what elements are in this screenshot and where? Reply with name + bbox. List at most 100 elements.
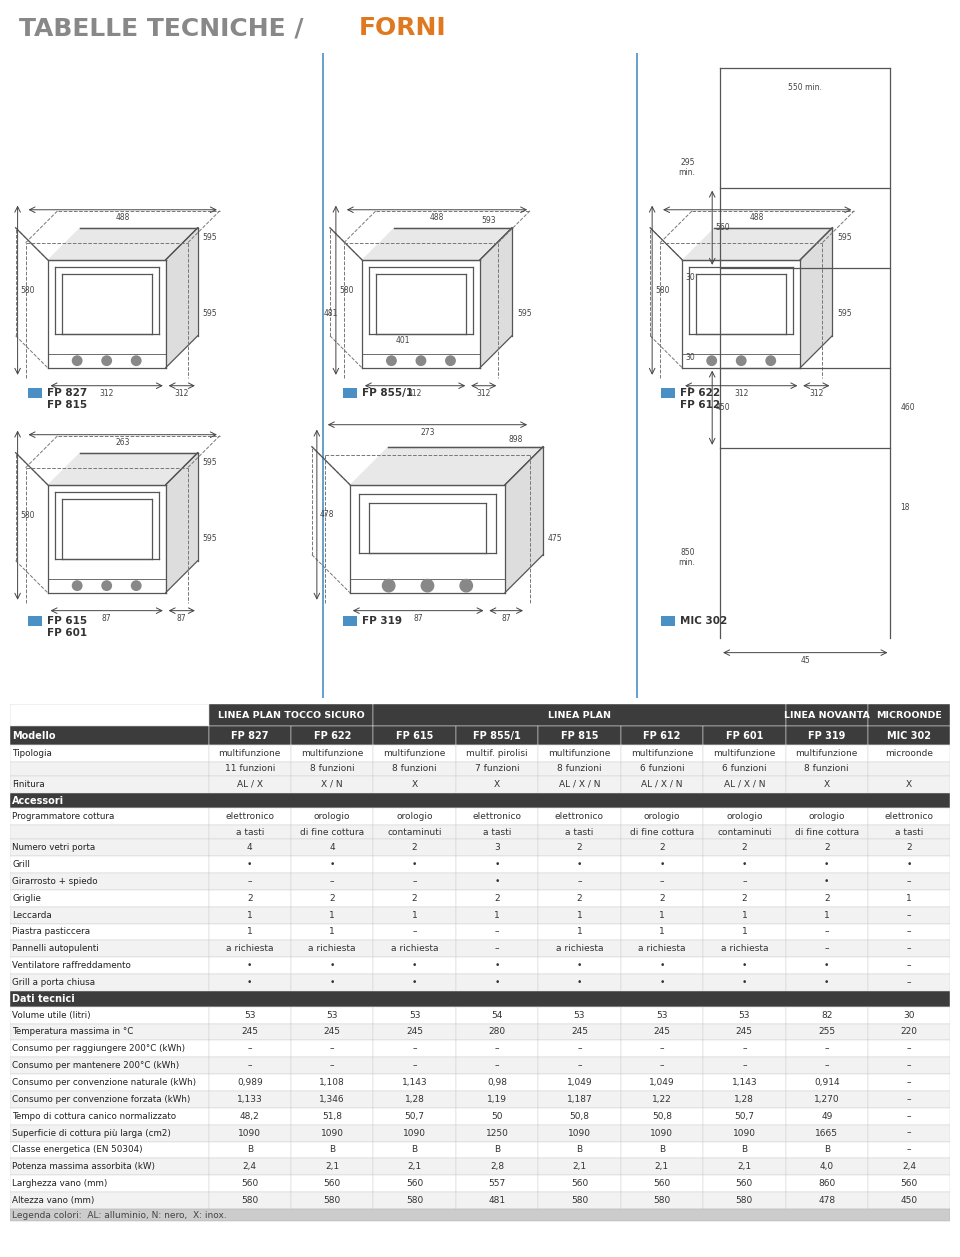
Bar bbox=[703, 1175, 785, 1192]
Text: –: – bbox=[907, 1111, 911, 1121]
Bar bbox=[373, 776, 456, 793]
Text: 1,346: 1,346 bbox=[320, 1095, 345, 1104]
Bar bbox=[868, 1075, 950, 1091]
Bar bbox=[208, 924, 291, 940]
Bar bbox=[456, 1041, 539, 1057]
Bar bbox=[291, 958, 373, 974]
Text: a richiesta: a richiesta bbox=[638, 944, 685, 953]
Text: elettronico: elettronico bbox=[226, 812, 275, 821]
Bar bbox=[291, 1107, 373, 1125]
Text: a tasti: a tasti bbox=[235, 828, 264, 837]
Bar bbox=[373, 1023, 456, 1041]
Bar bbox=[208, 974, 291, 991]
Text: FP 319: FP 319 bbox=[362, 616, 402, 626]
Text: Consumo per convenzione naturale (kWh): Consumo per convenzione naturale (kWh) bbox=[12, 1079, 197, 1087]
Text: Numero vetri porta: Numero vetri porta bbox=[12, 843, 96, 852]
Text: 595: 595 bbox=[203, 534, 217, 543]
Text: Grill a porta chiusa: Grill a porta chiusa bbox=[12, 978, 96, 987]
Text: 580: 580 bbox=[406, 1195, 423, 1205]
Bar bbox=[539, 826, 621, 840]
Text: –: – bbox=[248, 1045, 252, 1053]
Text: 2,1: 2,1 bbox=[325, 1163, 339, 1172]
Bar bbox=[291, 890, 373, 906]
Bar bbox=[785, 1175, 868, 1192]
Bar bbox=[208, 745, 291, 762]
Bar bbox=[703, 826, 785, 840]
Bar bbox=[868, 776, 950, 793]
Bar bbox=[208, 1007, 291, 1023]
Bar bbox=[621, 856, 703, 874]
Bar bbox=[539, 958, 621, 974]
Bar bbox=[208, 840, 291, 856]
Bar bbox=[661, 616, 675, 626]
Bar bbox=[703, 1125, 785, 1141]
Text: 4: 4 bbox=[329, 843, 335, 852]
Text: FP 612: FP 612 bbox=[643, 730, 681, 740]
Text: 87: 87 bbox=[414, 613, 423, 622]
Text: 1,28: 1,28 bbox=[405, 1095, 424, 1104]
Text: multifunzione: multifunzione bbox=[548, 749, 611, 758]
Text: 2: 2 bbox=[247, 894, 252, 903]
Bar bbox=[868, 1023, 950, 1041]
Bar bbox=[373, 840, 456, 856]
Bar bbox=[373, 1107, 456, 1125]
Text: 401: 401 bbox=[396, 336, 411, 346]
Bar bbox=[621, 1125, 703, 1141]
Bar bbox=[373, 890, 456, 906]
Bar bbox=[208, 1023, 291, 1041]
Text: multifunzione: multifunzione bbox=[301, 749, 364, 758]
Bar bbox=[10, 991, 950, 1007]
Bar bbox=[10, 1141, 208, 1159]
Bar bbox=[291, 808, 373, 826]
Bar bbox=[10, 1091, 208, 1107]
Circle shape bbox=[707, 356, 716, 366]
Text: Girarrosto + spiedo: Girarrosto + spiedo bbox=[12, 877, 98, 886]
Bar bbox=[539, 1192, 621, 1209]
Bar bbox=[621, 1057, 703, 1075]
Bar bbox=[868, 727, 950, 745]
Text: 1090: 1090 bbox=[403, 1129, 426, 1138]
Bar bbox=[373, 1091, 456, 1107]
Text: Grill: Grill bbox=[12, 860, 31, 869]
Bar bbox=[373, 1041, 456, 1057]
Bar bbox=[456, 808, 539, 826]
Bar bbox=[703, 840, 785, 856]
Text: 580: 580 bbox=[324, 1195, 341, 1205]
Text: 2: 2 bbox=[660, 894, 664, 903]
Text: 595: 595 bbox=[203, 459, 217, 468]
Text: 595: 595 bbox=[203, 234, 217, 243]
Text: 1665: 1665 bbox=[815, 1129, 838, 1138]
Text: X: X bbox=[412, 779, 418, 788]
Text: 560: 560 bbox=[735, 1179, 753, 1188]
Bar bbox=[208, 1125, 291, 1141]
Text: –: – bbox=[907, 1129, 911, 1138]
Text: AL / X / N: AL / X / N bbox=[724, 779, 765, 788]
Text: 245: 245 bbox=[735, 1027, 753, 1037]
Text: •: • bbox=[412, 978, 418, 987]
Bar bbox=[785, 874, 868, 890]
Bar bbox=[539, 1007, 621, 1023]
Bar bbox=[10, 840, 208, 856]
Text: 560: 560 bbox=[406, 1179, 423, 1188]
Circle shape bbox=[72, 581, 82, 591]
Text: FP 601: FP 601 bbox=[47, 627, 86, 637]
Text: 48,2: 48,2 bbox=[240, 1111, 259, 1121]
Text: –: – bbox=[330, 1045, 334, 1053]
Text: FP 615: FP 615 bbox=[47, 616, 86, 626]
Bar bbox=[868, 974, 950, 991]
Bar bbox=[868, 840, 950, 856]
Text: 1090: 1090 bbox=[238, 1129, 261, 1138]
Bar bbox=[868, 1041, 950, 1057]
Text: 481: 481 bbox=[324, 309, 338, 318]
Bar bbox=[621, 1175, 703, 1192]
Bar bbox=[208, 1159, 291, 1175]
Bar bbox=[703, 890, 785, 906]
Text: 2,4: 2,4 bbox=[902, 1163, 916, 1172]
Text: •: • bbox=[494, 978, 500, 987]
Bar bbox=[539, 808, 621, 826]
Bar bbox=[10, 1057, 208, 1075]
Bar bbox=[291, 1125, 373, 1141]
Bar bbox=[703, 1192, 785, 1209]
Text: •: • bbox=[824, 962, 829, 970]
Bar bbox=[785, 1141, 868, 1159]
